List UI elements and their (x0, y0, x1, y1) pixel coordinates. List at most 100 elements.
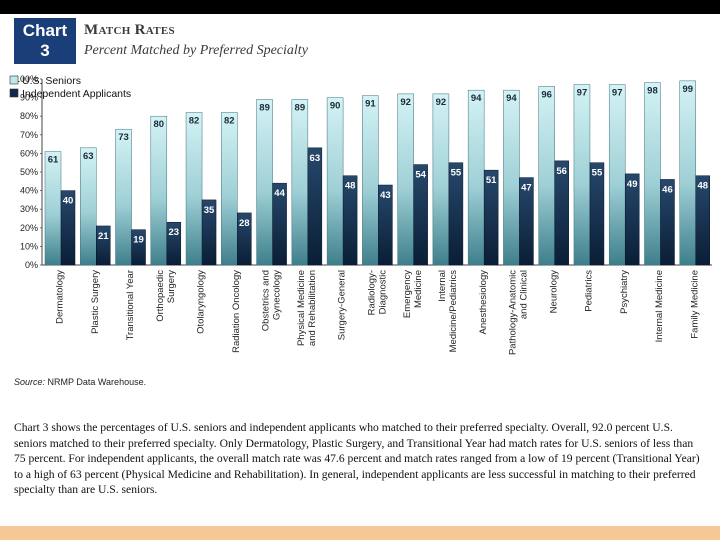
bar-label-us-seniors: 96 (541, 89, 552, 100)
x-category-label: Surgery-General (337, 270, 348, 340)
bar-label-independent-applicants: 55 (592, 168, 603, 179)
y-tick-label: 30% (20, 204, 38, 214)
source-text: NRMP Data Warehouse. (47, 377, 147, 387)
bar-independent-applicants (413, 164, 428, 266)
bar-us-seniors (326, 97, 344, 266)
bar-independent-applicants (519, 177, 534, 266)
chart-bars: 61 40 63 21 73 19 80 23 82 35 82 28 89 44 89 63 90 48 91 43… (44, 80, 710, 266)
x-category-label: Physical Medicine (296, 270, 307, 346)
bar-label-us-seniors: 63 (83, 151, 94, 162)
x-category-label: Radiation Oncology (231, 270, 242, 353)
bar-us-seniors (221, 112, 238, 266)
bar-independent-applicants (237, 212, 252, 266)
bar-label-us-seniors: 91 (365, 99, 376, 110)
bar-us-seniors (608, 84, 626, 266)
bar-us-seniors (397, 93, 414, 266)
x-category-label: Plastic Surgery (90, 270, 101, 334)
bar-us-seniors (291, 99, 309, 266)
bar-label-independent-applicants: 54 (415, 170, 426, 181)
chart-tag-number: 3 (40, 41, 50, 60)
x-category-label: Transitional Year (125, 270, 136, 340)
bottom-accent-bar (0, 526, 720, 540)
x-category-label: Pathology-Anatomic (508, 270, 519, 355)
x-category-label: Anesthesiology (478, 270, 489, 335)
bar-independent-applicants (307, 147, 323, 266)
bar-label-independent-applicants: 46 (662, 184, 673, 195)
bar-label-independent-applicants: 28 (239, 218, 250, 229)
bar-independent-applicants (483, 169, 499, 266)
bar-label-us-seniors: 89 (295, 102, 306, 113)
description-paragraph: Chart 3 shows the percentages of U.S. se… (14, 421, 700, 496)
x-category-label: Internal (437, 270, 448, 302)
x-category-label: Family Medicine (689, 270, 700, 339)
bar-label-independent-applicants: 55 (451, 168, 462, 179)
y-tick-label: 10% (20, 241, 38, 251)
bar-label-independent-applicants: 48 (345, 181, 356, 192)
x-category-label: Obstetrics and (261, 270, 272, 331)
y-tick-label: 0% (25, 260, 38, 270)
bar-independent-applicants (589, 162, 605, 266)
bar-label-independent-applicants: 47 (521, 183, 532, 194)
bar-label-independent-applicants: 48 (697, 181, 708, 192)
bar-us-seniors (185, 112, 203, 266)
bar-us-seniors (679, 80, 696, 266)
bar-label-independent-applicants: 40 (63, 196, 74, 207)
bar-label-us-seniors: 97 (577, 88, 588, 99)
bar-label-us-seniors: 73 (118, 132, 129, 143)
bar-independent-applicants (378, 184, 393, 266)
y-tick-label: 100% (15, 74, 38, 84)
bar-label-us-seniors: 82 (224, 115, 235, 126)
bar-label-us-seniors: 94 (471, 93, 482, 104)
legend-swatch (9, 75, 19, 85)
bar-chart: 0% 10% 20% 30% 40% 50% 60% 70% 80% 90% 100% 61 40 63… (9, 74, 712, 355)
bar-us-seniors (467, 89, 485, 266)
bar-label-us-seniors: 61 (48, 155, 59, 166)
bar-independent-applicants (60, 190, 76, 266)
y-tick-label: 20% (20, 223, 38, 233)
bar-label-us-seniors: 94 (506, 93, 517, 104)
top-black-bar (0, 0, 720, 14)
y-tick-label: 40% (20, 186, 38, 196)
bar-independent-applicants (448, 162, 464, 266)
bar-us-seniors (644, 82, 661, 266)
chart-number-tag: Chart 3 (14, 18, 76, 64)
x-category-label: Diagnostic (378, 270, 389, 315)
bar-us-seniors (115, 128, 132, 266)
source-label: Source: (14, 377, 46, 387)
legend-label: U.S. Seniors (22, 75, 81, 87)
x-axis-labels: Dermatology Plastic Surgery Transitional Y… (55, 270, 701, 355)
bar-independent-applicants (342, 175, 358, 266)
x-category-label: Medicine (413, 270, 424, 308)
chart-title: Match Rates (84, 22, 175, 38)
bar-label-independent-applicants: 21 (98, 231, 109, 242)
bar-independent-applicants (201, 199, 217, 266)
bar-label-independent-applicants: 63 (310, 153, 321, 164)
x-category-label: and Clinical (519, 270, 530, 319)
bar-us-seniors (432, 93, 450, 266)
bar-label-us-seniors: 97 (612, 88, 623, 99)
bar-label-independent-applicants: 56 (556, 166, 567, 177)
bar-label-independent-applicants: 23 (169, 227, 180, 238)
bar-label-independent-applicants: 44 (274, 188, 285, 199)
bar-label-us-seniors: 92 (400, 97, 411, 108)
chart-subtitle: Percent Matched by Preferred Specialty (84, 43, 308, 58)
bar-independent-applicants (660, 179, 675, 266)
bar-label-independent-applicants: 51 (486, 175, 497, 186)
bar-us-seniors (503, 89, 520, 266)
bar-independent-applicants (554, 160, 569, 266)
y-tick-label: 90% (20, 93, 38, 103)
bar-label-us-seniors: 98 (647, 86, 658, 97)
y-tick-label: 60% (20, 148, 38, 158)
bar-us-seniors (44, 151, 62, 266)
bar-label-independent-applicants: 19 (133, 235, 144, 246)
x-category-label: Surgery (166, 270, 177, 304)
y-tick-label: 50% (20, 167, 38, 177)
bar-label-us-seniors: 89 (259, 102, 270, 113)
x-category-label: Dermatology (55, 270, 66, 324)
bar-independent-applicants (131, 229, 146, 266)
x-category-label: Emergency (402, 270, 413, 318)
bar-label-independent-applicants: 49 (627, 179, 638, 190)
bar-label-independent-applicants: 43 (380, 190, 391, 201)
bar-us-seniors (573, 84, 591, 266)
